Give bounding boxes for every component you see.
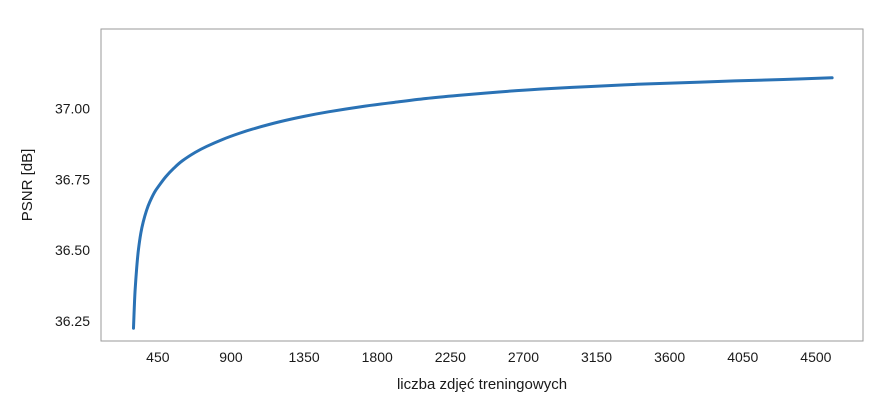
x-tick-label: 1350 bbox=[289, 349, 320, 365]
plot-area bbox=[100, 28, 864, 342]
x-tick-label: 2700 bbox=[508, 349, 539, 365]
y-tick-label: 36.25 bbox=[55, 313, 90, 329]
x-tick-label: 4500 bbox=[800, 349, 831, 365]
y-tick-label: 36.75 bbox=[55, 171, 90, 187]
x-axis-label: liczba zdjęć treningowych bbox=[397, 376, 567, 393]
y-tick-labels: 36.25 36.50 36.75 37.00 bbox=[55, 100, 90, 329]
y-axis-label: PSNR [dB] bbox=[19, 149, 36, 222]
y-tick-label: 36.50 bbox=[55, 242, 90, 258]
x-tick-label: 3600 bbox=[654, 349, 685, 365]
x-tick-label: 1800 bbox=[362, 349, 393, 365]
x-tick-label: 450 bbox=[146, 349, 170, 365]
x-tick-label: 3150 bbox=[581, 349, 612, 365]
x-tick-label: 2250 bbox=[435, 349, 466, 365]
x-tick-label: 4050 bbox=[727, 349, 758, 365]
x-tick-labels: 450 900 1350 1800 2250 2700 3150 3600 4050 4500 bbox=[146, 349, 831, 365]
psnr-series-line bbox=[131, 76, 834, 330]
y-tick-label: 37.00 bbox=[55, 100, 90, 116]
x-tick-label: 900 bbox=[219, 349, 243, 365]
